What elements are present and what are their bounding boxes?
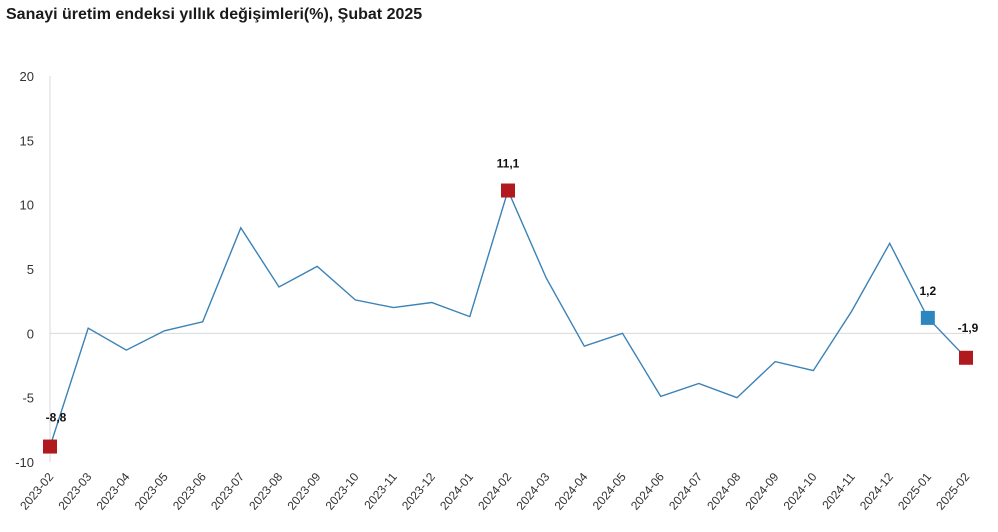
axes [49, 76, 966, 462]
x-tick-label: 2024-02 [475, 470, 514, 513]
x-tick-label: 2024-03 [513, 470, 552, 513]
x-tick-label: 2024-05 [590, 470, 629, 513]
x-tick-label: 2023-05 [132, 470, 171, 513]
x-tick-label: 2023-11 [361, 470, 400, 512]
series-line [49, 188, 967, 447]
x-tick-label: 2024-08 [704, 470, 743, 513]
y-tick-label: 10 [20, 198, 34, 213]
x-tick-label: 2023-09 [284, 470, 323, 513]
x-tick-label: 2023-04 [94, 470, 133, 513]
x-tick-label: 2024-12 [857, 470, 896, 513]
x-tick-label: 2024-07 [666, 470, 705, 513]
x-tick-label: 2023-10 [323, 470, 362, 513]
y-tick-label: -10 [15, 455, 34, 470]
x-axis-ticks: 2023-02 2023-03 2023-04 2023-05 2023-06 2023-… [17, 470, 972, 513]
x-tick-label: 2024-04 [552, 470, 591, 513]
x-tick-label: 2025-02 [933, 470, 972, 513]
series-line-layer [49, 188, 967, 447]
x-tick-label: 2023-08 [246, 470, 285, 513]
x-tick-label: 2024-10 [781, 470, 820, 513]
x-tick-label: 2023-12 [399, 470, 438, 513]
x-tick-label: 2023-07 [208, 470, 247, 513]
x-tick-label: 2024-11 [819, 470, 858, 512]
x-tick-label: 2024-09 [742, 470, 781, 513]
highlight-marker [501, 183, 515, 198]
highlight-markers: -8,8 11,1 1,2 -1,9 [43, 157, 979, 454]
data-label: -8,8 [46, 411, 67, 425]
x-tick-label: 2023-03 [55, 470, 94, 513]
data-label: 11,1 [497, 157, 520, 171]
x-tick-label: 2024-06 [628, 470, 667, 513]
highlight-marker [43, 439, 57, 454]
y-tick-label: 0 [27, 326, 34, 341]
highlight-marker [920, 310, 935, 325]
x-tick-label: 2023-06 [170, 470, 209, 513]
data-label: -1,9 [958, 321, 979, 335]
chart-title: Sanayi üretim endeksi yıllık değişimleri… [6, 6, 423, 23]
x-tick-label: 2023-02 [17, 470, 56, 513]
y-tick-label: 5 [27, 262, 34, 277]
highlight-marker [959, 350, 973, 365]
data-label: 1,2 [919, 284, 936, 298]
y-tick-label: -5 [22, 391, 34, 406]
x-tick-label: 2025-01 [895, 470, 934, 513]
y-tick-label: 15 [20, 133, 34, 148]
y-axis-ticks: 20 15 10 5 0 -5 -10 [15, 69, 34, 470]
y-tick-label: 20 [20, 69, 34, 84]
x-tick-label: 2024-01 [437, 470, 476, 513]
